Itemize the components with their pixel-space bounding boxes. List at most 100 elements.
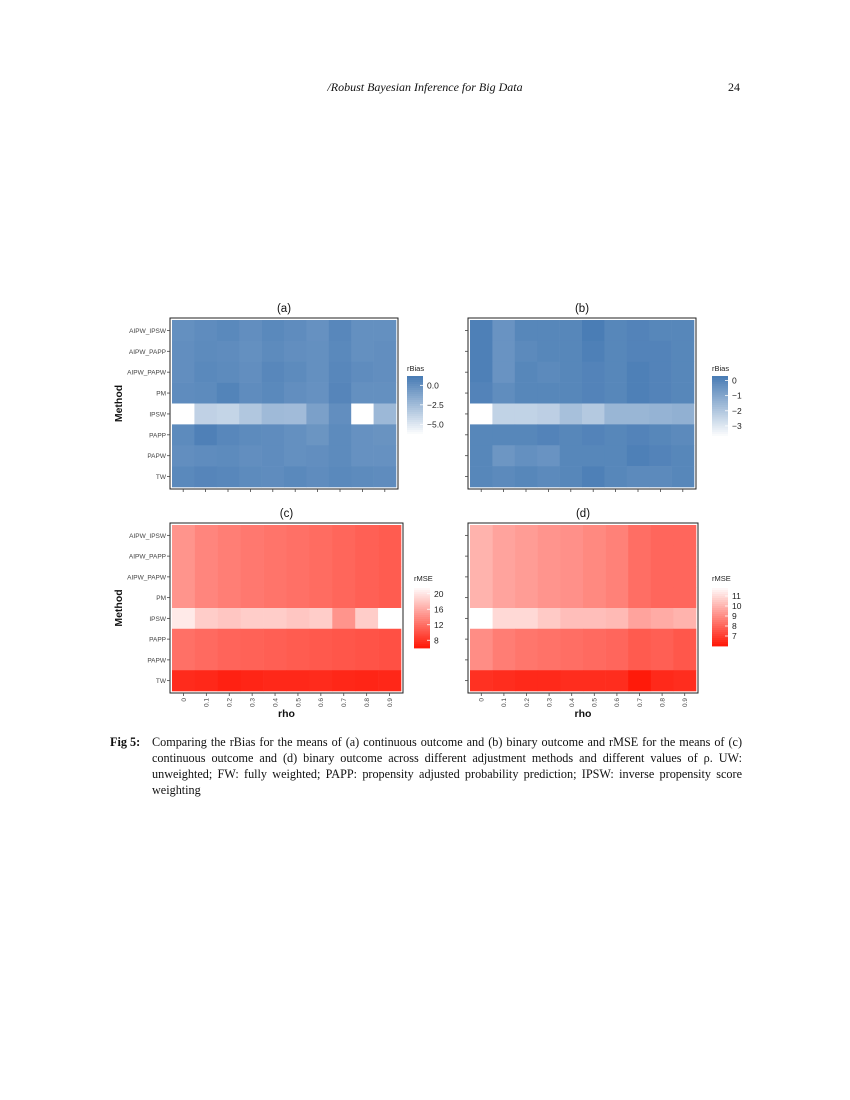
y-tick-label: AIPW_IPSW — [129, 328, 167, 335]
heatmap-tile — [671, 424, 695, 446]
heatmap-tile — [351, 466, 374, 488]
heatmap-tile — [328, 320, 352, 342]
legend-color-step — [414, 645, 430, 649]
legend-color-step — [712, 596, 728, 599]
heatmap-tile — [650, 525, 674, 547]
heatmap-tile — [263, 670, 287, 692]
heatmap-tile — [194, 670, 219, 692]
heatmap-tile — [172, 566, 196, 588]
legend-color-step — [712, 590, 728, 593]
legend-color-step — [712, 419, 728, 422]
heatmap-tile — [537, 545, 561, 567]
y-tick-label: PM — [156, 595, 166, 602]
legend-color-step — [712, 640, 728, 643]
heatmap-tile — [514, 340, 538, 363]
legend-color-step — [712, 628, 728, 631]
heatmap-tile — [470, 424, 493, 446]
legend-color-step — [407, 390, 423, 393]
heatmap-tile — [328, 340, 352, 363]
legend-color-step — [414, 606, 430, 610]
heatmap-tile — [286, 670, 310, 692]
heatmap-tile — [286, 566, 310, 588]
heatmap-tile — [351, 424, 374, 446]
heatmap-tile — [355, 649, 379, 671]
legend-tick-label: 0.0 — [427, 380, 439, 390]
legend-color-step — [712, 378, 728, 381]
heatmap-tile — [671, 445, 695, 467]
heatmap-tile — [373, 424, 397, 446]
heatmap-tile — [286, 525, 310, 547]
heatmap-tile — [628, 525, 652, 547]
heatmap-tile — [537, 566, 561, 588]
heatmap-tile — [216, 320, 240, 342]
heatmap-tile — [537, 587, 561, 609]
heatmap-tile — [239, 340, 262, 363]
legend-color-step — [414, 602, 430, 605]
heatmap-tile — [604, 320, 628, 342]
heatmap-tile — [673, 545, 697, 567]
heatmap-tile — [263, 608, 287, 630]
legend-color-step — [712, 429, 728, 433]
heatmap-tile — [261, 361, 285, 383]
x-tick-label: 0.2 — [227, 698, 234, 707]
heatmap-tile — [216, 424, 240, 446]
heatmap-tile — [671, 403, 695, 425]
legend-title: rMSE — [712, 574, 731, 583]
heatmap-tile — [470, 670, 493, 692]
legend-color-step — [414, 635, 430, 639]
heatmap-tile — [172, 361, 195, 383]
heatmap-tile — [306, 403, 330, 425]
heatmap-tile — [560, 525, 584, 547]
heatmap-tile — [514, 320, 538, 342]
heatmap-tile — [650, 587, 674, 609]
heatmap-tile — [373, 466, 397, 488]
heatmap-tile — [216, 466, 240, 488]
legend-color-step — [712, 598, 728, 601]
legend-tick-label: −2 — [732, 406, 742, 416]
heatmap-tile — [628, 545, 652, 567]
heatmap-tile — [492, 320, 516, 342]
heatmap-tile — [537, 424, 560, 446]
y-axis-title: Method — [113, 385, 125, 422]
legend-color-step — [414, 639, 430, 643]
x-tick-label: 0.9 — [387, 698, 394, 707]
legend-color-step — [712, 411, 728, 414]
legend-color-step — [712, 398, 728, 402]
heatmap-tile — [355, 670, 379, 692]
y-tick-label: PAPW — [147, 657, 167, 664]
heatmap-tile — [261, 424, 285, 446]
heatmap-tile — [261, 445, 285, 467]
heatmap-tile — [492, 445, 516, 467]
legend-color-step — [712, 616, 728, 619]
heatmap-tile — [172, 424, 195, 446]
legend-color-step — [414, 610, 430, 614]
y-tick-label: AIPW_PAPP — [129, 349, 166, 356]
heatmap-tile — [673, 628, 697, 650]
heatmap-tile — [172, 670, 196, 692]
heatmap-tile — [649, 361, 672, 383]
heatmap-tile — [217, 649, 241, 671]
heatmap-tile — [286, 649, 310, 671]
heatmap-tile — [559, 320, 583, 342]
x-tick-label: 0.7 — [637, 698, 644, 707]
heatmap-tile — [492, 566, 516, 588]
heatmap-tile — [470, 403, 493, 425]
heatmap-tile — [306, 361, 330, 383]
legend-color-step — [712, 642, 728, 645]
heatmap-tile — [582, 466, 605, 488]
x-tick-label: 0.1 — [501, 698, 508, 707]
heatmap-tile — [650, 649, 674, 671]
x-tick-label: 0.8 — [364, 698, 371, 707]
legend-color-step — [712, 407, 728, 410]
legend-tick-label: 20 — [434, 589, 444, 599]
figure-caption: Fig 5: Comparing the rBias for the means… — [110, 734, 742, 798]
y-tick-label: AIPW_IPSW — [129, 533, 167, 540]
heatmap-tile — [470, 649, 493, 671]
heatmap-tile — [582, 403, 605, 425]
heatmap-tile — [537, 320, 560, 342]
heatmap-tile — [332, 566, 356, 588]
legend-color-step — [414, 619, 430, 622]
heatmap-tile — [650, 566, 674, 588]
heatmap-tile — [560, 545, 584, 567]
